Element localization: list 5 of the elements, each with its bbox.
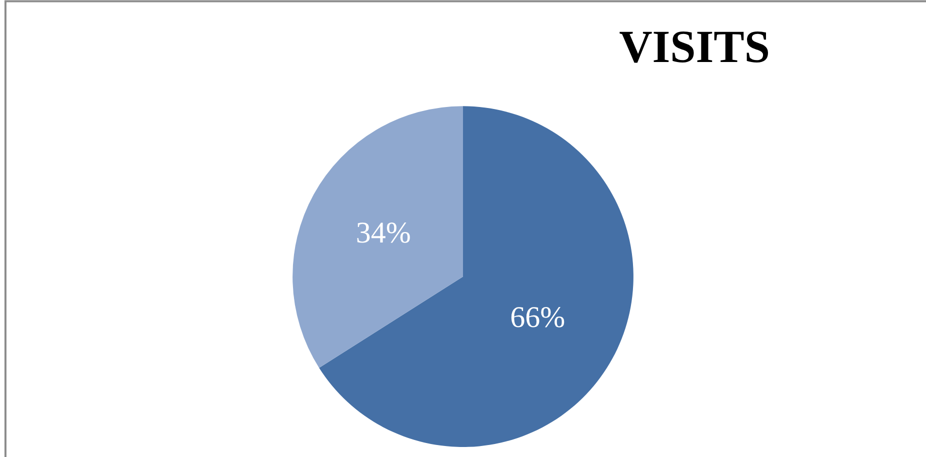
pie-slice — [319, 106, 634, 447]
data-label: 34% — [356, 216, 411, 250]
data-label: 66% — [510, 301, 566, 334]
pie-slice — [292, 106, 463, 368]
chart-title: VISITS — [619, 20, 770, 72]
